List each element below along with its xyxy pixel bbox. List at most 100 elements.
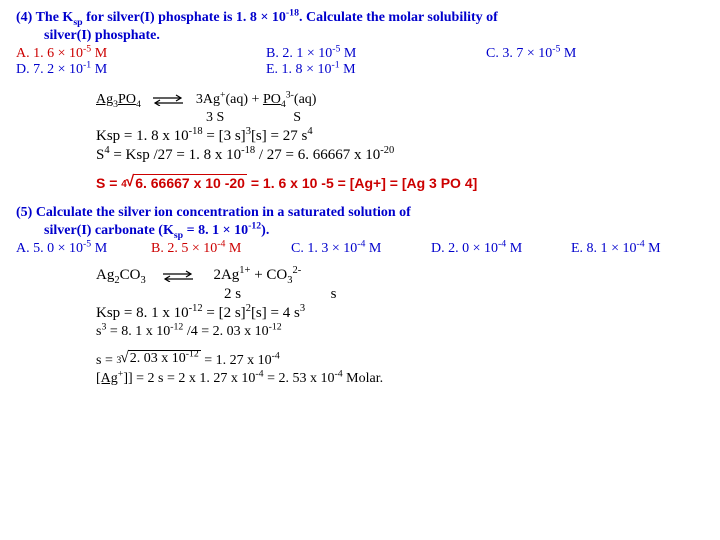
- q4-ksp-line: Ksp = 1. 8 x 10-18 = [3 s]3[s] = 27 s4: [96, 128, 704, 145]
- t: S: [293, 110, 301, 125]
- q4-choices-row2: D. 7. 2 × 10-1 M E. 1. 8 × 10-1 M: [16, 62, 704, 78]
- q4-choice-a: A. 1. 6 × 10-5 M: [16, 46, 266, 62]
- t: / 27 = 6. 66667 x 10: [255, 147, 380, 163]
- t: 3: [140, 275, 145, 286]
- t: = 1. 27 x 10: [204, 353, 271, 368]
- q5-choice-c: C. 1. 3 × 10-4 M: [291, 241, 431, 257]
- t: 3 S: [206, 110, 224, 125]
- t: ×: [307, 46, 315, 61]
- t: 4: [307, 126, 312, 137]
- t: for silver(I) phosphate is 1. 8: [83, 10, 261, 25]
- t: = 1. 6 x 10 -5 = [Ag+] = [Ag 3 PO 4]: [251, 175, 477, 191]
- t: M: [645, 241, 661, 256]
- q4-work: Ag3PO4 3Ag+(aq) + PO43-(aq) 3 S S Ksp = …: [96, 92, 704, 191]
- t: -4: [498, 238, 506, 249]
- t: -12: [248, 220, 261, 231]
- t: -4: [334, 368, 342, 379]
- q5-stoich: 2 s s: [96, 286, 704, 303]
- t: -4: [272, 350, 280, 361]
- t: ×: [192, 241, 200, 256]
- cube-root-icon: 3 √ 2. 03 x 10-12: [116, 350, 200, 367]
- q4-answer-line: S = 4 √ 6. 66667 x 10 -20 = 1. 6 x 10 -5…: [96, 174, 704, 191]
- t: PO: [263, 92, 281, 107]
- t: = Ksp /27 = 1. 8 x 10: [110, 147, 242, 163]
- t: M: [560, 46, 576, 61]
- t: = 8. 1 x 10: [106, 324, 170, 339]
- t: ×: [58, 241, 66, 256]
- t: M: [225, 241, 241, 256]
- t: [s] = 4 s: [251, 305, 300, 321]
- t: CO: [120, 267, 141, 283]
- q4-stem-line1: (4) The Ksp for silver(I) phosphate is 1…: [16, 10, 704, 26]
- t: s: [331, 286, 337, 302]
- t: 4: [281, 99, 286, 110]
- t: ×: [260, 10, 268, 25]
- t: Ksp = 8. 1 x 10: [96, 305, 189, 321]
- t: Molar.: [343, 371, 383, 386]
- t: -18: [189, 126, 203, 137]
- t: E. 1. 8: [266, 62, 306, 77]
- t: 2-: [293, 265, 302, 276]
- t: ×: [332, 241, 340, 256]
- t: CO: [266, 267, 287, 283]
- q5-stem-line2: silver(I) carbonate (Ksp = 8. 1 × 10-12)…: [44, 223, 704, 239]
- q4-choice-d: D. 7. 2 × 10-1 M: [16, 62, 266, 78]
- t: (4) The K: [16, 10, 73, 25]
- t: sp: [174, 230, 183, 241]
- q4-stem-line2: silver(I) phosphate.: [44, 28, 704, 44]
- q4-s4-line: S4 = Ksp /27 = 1. 8 x 10-18 / 27 = 6. 66…: [96, 147, 704, 164]
- t: = [2 s]: [203, 305, 246, 321]
- fourth-root-icon: 4 √ 6. 66667 x 10 -20: [121, 174, 247, 191]
- t: 3-: [286, 89, 294, 100]
- t: M: [365, 241, 381, 256]
- equilibrium-arrow-icon: [161, 270, 195, 282]
- t: Ag: [96, 267, 114, 283]
- t: 1+: [239, 265, 250, 276]
- q5-choice-e: E. 8. 1 × 10-4 M: [571, 241, 661, 257]
- t: /4 = 2. 03 x 10: [183, 324, 268, 339]
- t: 6. 66667 x 10 -20: [135, 175, 245, 191]
- t: -1: [83, 59, 91, 70]
- t: ).: [261, 223, 269, 238]
- t: -12: [189, 303, 203, 314]
- t: -12: [269, 321, 282, 332]
- t: 3Ag: [196, 92, 220, 107]
- t: 2 s: [224, 286, 241, 302]
- t: = 8. 1: [183, 223, 222, 238]
- t: M: [340, 62, 356, 77]
- t: A. 1. 6: [16, 46, 58, 61]
- t: (aq): [294, 92, 317, 107]
- t: PO: [118, 92, 136, 107]
- t: = 2. 53 x 10: [264, 371, 335, 386]
- t: sp: [73, 17, 82, 28]
- t: M: [91, 241, 107, 256]
- t: C. 3. 7: [486, 46, 527, 61]
- t: s =: [96, 353, 116, 368]
- q4-choice-c: C. 3. 7 × 10-5 M: [486, 46, 576, 62]
- t: = [3 s]: [203, 128, 246, 144]
- t: 2. 03 x 10: [130, 351, 186, 366]
- q5-choice-a: A. 5. 0 × 10-5 M: [16, 241, 151, 257]
- t: silver(I) carbonate (K: [44, 223, 174, 238]
- t: ×: [473, 241, 481, 256]
- t: M: [91, 62, 107, 77]
- t: A. 5. 0: [16, 241, 58, 256]
- t: M: [91, 46, 107, 61]
- t: E. 8. 1: [571, 241, 611, 256]
- t: 4: [136, 99, 141, 110]
- t: 4: [121, 179, 126, 190]
- t: ] = 2 s = 2 x 1. 27 x 10: [128, 371, 255, 386]
- q5-choices-row: A. 5. 0 × 10-5 M B. 2. 5 × 10-4 M C. 1. …: [16, 241, 704, 257]
- t: -4: [636, 238, 644, 249]
- q4-stoich: 3 S S: [96, 110, 704, 126]
- t: M: [340, 46, 356, 61]
- q5-choice-b: B. 2. 5 × 10-4 M: [151, 241, 291, 257]
- t: -12: [186, 348, 199, 359]
- q5-ksp-line: Ksp = 8. 1 x 10-12 = [2 s]2[s] = 4 s3: [96, 305, 704, 322]
- t: ×: [58, 62, 66, 77]
- t: S =: [96, 175, 121, 191]
- t: C. 1. 3: [291, 241, 332, 256]
- t: -1: [331, 59, 339, 70]
- t: ×: [611, 241, 619, 256]
- q5-ag-line: [Ag+]] = 2 s = 2 x 1. 27 x 10-4 = 2. 53 …: [96, 371, 704, 387]
